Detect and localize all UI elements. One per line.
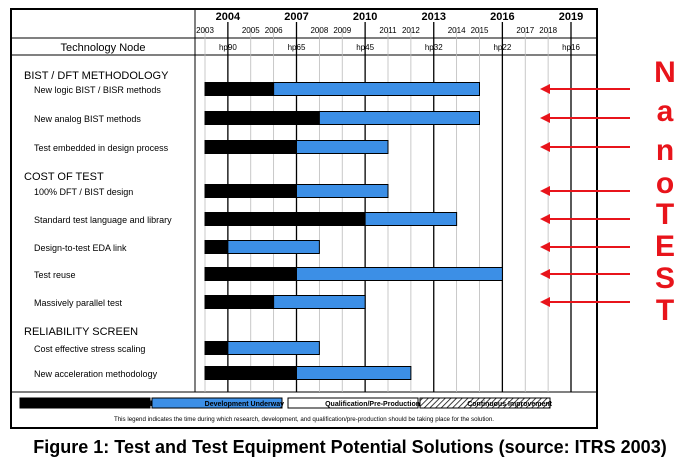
major-year-label: 2016 <box>490 11 514 23</box>
minor-year-label: 2017 <box>516 26 534 35</box>
side-letter: T <box>655 198 675 231</box>
minor-year-label: 2015 <box>471 26 489 35</box>
legend-label: Research Required <box>88 401 152 408</box>
tech-node-label: hp16 <box>562 43 580 52</box>
section-title: BIST / DFT METHODOLOGY <box>24 70 169 82</box>
red-arrow-head <box>540 297 550 307</box>
research-bar <box>204 267 297 281</box>
row-label: Design-to-test EDA link <box>34 243 127 253</box>
development-bar <box>227 341 320 355</box>
row-label: Cost effective stress scaling <box>34 344 145 354</box>
tech-node-label: hp32 <box>425 43 443 52</box>
research-bar <box>204 212 366 226</box>
tech-node-label: hp65 <box>288 43 306 52</box>
minor-year-label: 2012 <box>402 26 420 35</box>
row-label: New acceleration methodology <box>34 369 158 379</box>
tech-node-header: Technology Node <box>60 42 145 54</box>
side-letter: o <box>655 167 675 200</box>
side-letter: T <box>655 294 675 327</box>
red-arrow-head <box>540 113 550 123</box>
minor-year-label: 2003 <box>196 26 214 35</box>
development-bar <box>273 295 366 309</box>
minor-year-label: 2014 <box>448 26 466 35</box>
legend-label: Continuous Improvement <box>467 401 552 408</box>
development-bar <box>318 111 480 125</box>
development-bar <box>296 184 389 198</box>
minor-year-label: 2005 <box>242 26 260 35</box>
research-bar <box>204 295 275 309</box>
research-bar <box>204 111 320 125</box>
red-arrow-head <box>540 214 550 224</box>
legend-note: This legend indicates the time during wh… <box>114 416 494 423</box>
red-arrow-head <box>540 242 550 252</box>
row-label: Test reuse <box>34 270 76 280</box>
row-label: New analog BIST methods <box>34 114 141 124</box>
side-letter: S <box>654 262 675 295</box>
major-year-label: 2010 <box>353 11 377 23</box>
major-year-label: 2004 <box>216 11 241 23</box>
row-label: Standard test language and library <box>34 215 172 225</box>
tech-node-label: hp45 <box>356 43 374 52</box>
row-label: 100% DFT / BIST design <box>34 187 133 197</box>
red-arrow-head <box>540 142 550 152</box>
research-bar <box>204 140 297 154</box>
section-title: RELIABILITY SCREEN <box>24 326 138 338</box>
red-arrow-head <box>540 269 550 279</box>
figure-caption: Figure 1: Test and Test Equipment Potent… <box>33 437 667 457</box>
tech-node-label: hp90 <box>219 43 237 52</box>
legend-swatch <box>19 397 151 409</box>
red-arrow-head <box>540 84 550 94</box>
side-letter: N <box>654 56 676 89</box>
major-year-label: 2019 <box>559 11 583 23</box>
row-label: Massively parallel test <box>34 298 123 308</box>
research-bar <box>204 366 297 380</box>
side-letter: n <box>655 134 675 167</box>
legend-label: Development Underway <box>205 401 284 408</box>
development-bar <box>296 140 389 154</box>
minor-year-label: 2009 <box>333 26 351 35</box>
research-bar <box>204 184 297 198</box>
research-bar <box>204 82 275 96</box>
research-bar <box>204 341 229 355</box>
minor-year-label: 2006 <box>265 26 283 35</box>
major-year-label: 2007 <box>284 11 308 23</box>
red-arrow-head <box>540 186 550 196</box>
legend-swatch <box>287 397 419 409</box>
minor-year-label: 2008 <box>310 26 328 35</box>
development-bar <box>227 240 320 254</box>
side-letter: a <box>656 95 674 128</box>
row-label: Test embedded in design process <box>34 143 169 153</box>
tech-node-label: hp22 <box>493 43 511 52</box>
research-bar <box>204 240 229 254</box>
major-year-label: 2013 <box>422 11 446 23</box>
minor-year-label: 2018 <box>539 26 557 35</box>
development-bar <box>364 212 458 226</box>
section-title: COST OF TEST <box>24 171 104 183</box>
development-bar <box>273 82 480 96</box>
legend-swatch <box>419 397 551 409</box>
development-bar <box>296 366 412 380</box>
side-letter: E <box>654 230 675 263</box>
development-bar <box>296 267 503 281</box>
row-label: New logic BIST / BISR methods <box>34 85 161 95</box>
minor-year-label: 2011 <box>379 26 397 35</box>
legend-swatch <box>151 397 283 409</box>
legend-label: Qualification/Pre-Production <box>325 401 420 408</box>
